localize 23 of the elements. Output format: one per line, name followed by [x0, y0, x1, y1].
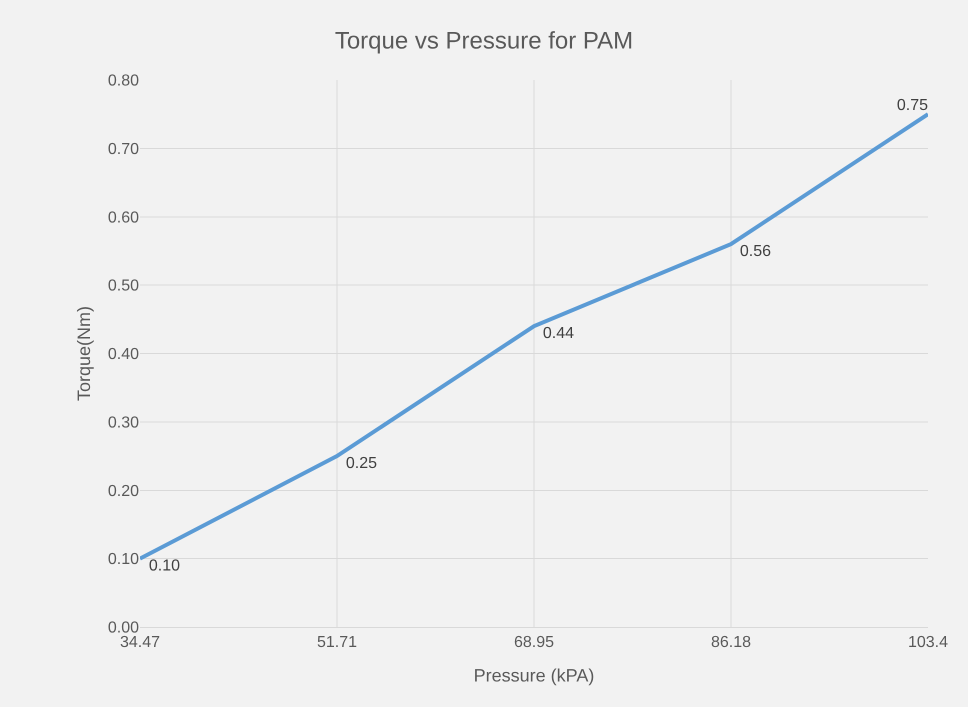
y-tick-label: 0.20	[108, 482, 140, 500]
data-label: 0.56	[731, 243, 772, 260]
chart-title: Torque vs Pressure for PAM	[334, 28, 634, 55]
data-label: 0.25	[337, 455, 378, 472]
x-axis-title: Pressure (kPA)	[474, 665, 594, 686]
data-label: 0.44	[534, 325, 574, 342]
y-tick-label: 0.30	[108, 414, 140, 432]
data-label: 0.10	[140, 558, 180, 575]
y-tick-label: 0.60	[108, 209, 140, 226]
y-tick-label: 0.50	[108, 278, 140, 295]
x-tick-label: 34.47	[120, 634, 160, 652]
y-tick-label: 0.70	[108, 140, 140, 158]
y-tick-label: 0.40	[108, 346, 140, 364]
y-axis-title: Torque(Nm)	[74, 306, 94, 402]
y-tick-label: 0.80	[108, 72, 140, 90]
x-tick-label: 103.4	[908, 634, 948, 652]
x-tick-label: 51.71	[316, 634, 358, 652]
x-tick-label: 86.18	[710, 634, 752, 652]
y-tick-label: 0.10	[108, 551, 140, 568]
data-label: 0.75	[896, 97, 928, 114]
line-series	[140, 112, 928, 561]
x-tick-label: 68.95	[514, 634, 554, 652]
y-tick-label: 0.00	[108, 620, 140, 637]
